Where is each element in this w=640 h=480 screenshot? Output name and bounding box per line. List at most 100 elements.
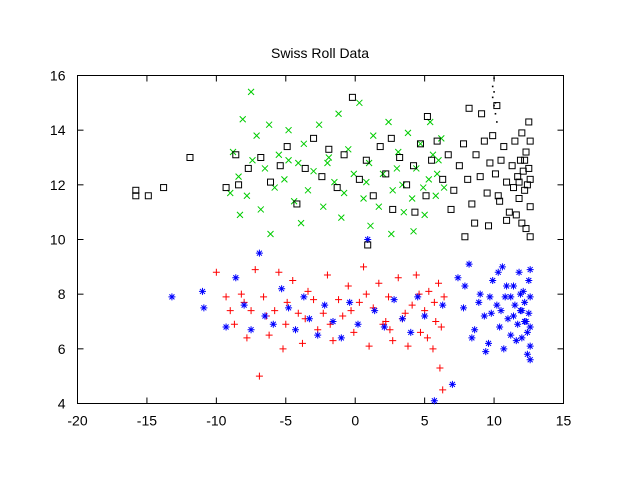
data-point <box>422 192 430 200</box>
data-point <box>401 309 409 317</box>
data-point <box>525 164 533 172</box>
data-point <box>292 326 300 334</box>
data-point <box>347 307 355 315</box>
data-point <box>501 293 509 301</box>
data-point <box>439 386 447 394</box>
data-point <box>387 134 395 142</box>
data-point <box>507 293 515 301</box>
data-point <box>285 156 292 164</box>
data-point <box>396 154 404 161</box>
data-point <box>497 307 505 315</box>
data-point <box>518 307 526 315</box>
data-point <box>305 315 313 323</box>
x-tick-label: 5 <box>421 413 429 429</box>
data-point <box>355 175 363 183</box>
data-point <box>515 268 523 276</box>
data-point <box>521 156 529 164</box>
data-point <box>375 279 383 287</box>
data-point <box>339 312 347 320</box>
data-point <box>515 178 523 186</box>
data-point <box>455 162 463 170</box>
data-point <box>226 307 234 315</box>
data-point <box>394 274 402 282</box>
plot-frame <box>77 75 564 404</box>
x-tick-label: -15 <box>137 413 157 429</box>
data-point <box>260 293 268 301</box>
data-point <box>232 274 240 282</box>
data-point <box>240 301 248 309</box>
data-point <box>526 203 534 211</box>
data-point <box>519 287 527 295</box>
data-point <box>310 167 317 175</box>
data-point <box>294 309 302 317</box>
data-point <box>354 320 362 328</box>
y-tick-label: 16 <box>50 68 66 84</box>
data-point <box>360 195 367 202</box>
data-point <box>222 293 230 301</box>
data-point <box>283 298 291 306</box>
data-point <box>382 170 390 178</box>
data-point <box>301 164 309 172</box>
data-point <box>511 137 519 145</box>
data-point <box>340 151 348 159</box>
data-point <box>257 154 265 161</box>
data-point <box>496 197 504 205</box>
x-tick-label: 0 <box>351 413 359 429</box>
data-point <box>516 290 524 298</box>
data-point <box>265 331 273 339</box>
data-point <box>472 151 480 159</box>
data-point <box>376 143 384 151</box>
data-point <box>222 323 230 331</box>
data-point <box>362 290 370 298</box>
data-point <box>236 211 244 219</box>
data-point <box>365 342 373 350</box>
data-point <box>526 323 534 331</box>
data-point <box>222 184 230 192</box>
data-point <box>526 137 534 145</box>
data-point <box>512 337 520 345</box>
data-point <box>491 85 494 88</box>
data-point <box>468 200 476 208</box>
data-point <box>315 121 323 129</box>
data-point <box>283 143 291 151</box>
data-point <box>518 334 526 342</box>
data-point <box>380 323 388 331</box>
data-point <box>168 293 176 301</box>
data-point <box>425 176 433 183</box>
data-point <box>525 309 533 317</box>
data-point <box>369 132 377 139</box>
data-point <box>243 334 251 342</box>
data-point <box>507 331 515 339</box>
data-point <box>461 282 469 290</box>
data-point <box>340 189 348 197</box>
x-tick-label: -10 <box>206 413 226 429</box>
series-plus <box>212 263 448 394</box>
data-point <box>310 296 318 304</box>
data-point <box>480 312 488 320</box>
data-point <box>304 287 312 295</box>
data-point <box>255 372 263 380</box>
data-point <box>346 298 354 306</box>
data-point <box>436 364 444 372</box>
data-point <box>526 342 534 350</box>
data-point <box>293 200 301 208</box>
data-point <box>454 274 462 282</box>
data-point <box>429 345 437 353</box>
data-point <box>440 184 448 191</box>
data-point <box>356 99 363 107</box>
data-point <box>468 334 476 342</box>
data-point <box>348 93 356 101</box>
data-point <box>386 326 394 334</box>
data-point <box>485 222 493 230</box>
data-point <box>485 339 493 347</box>
data-point <box>421 312 429 320</box>
data-point <box>471 326 479 334</box>
x-tick-label: 10 <box>486 413 502 429</box>
data-point <box>364 236 372 243</box>
data-point <box>521 318 529 325</box>
data-point <box>247 88 255 96</box>
data-point <box>526 356 534 364</box>
data-point <box>271 307 279 315</box>
data-point <box>350 170 358 178</box>
